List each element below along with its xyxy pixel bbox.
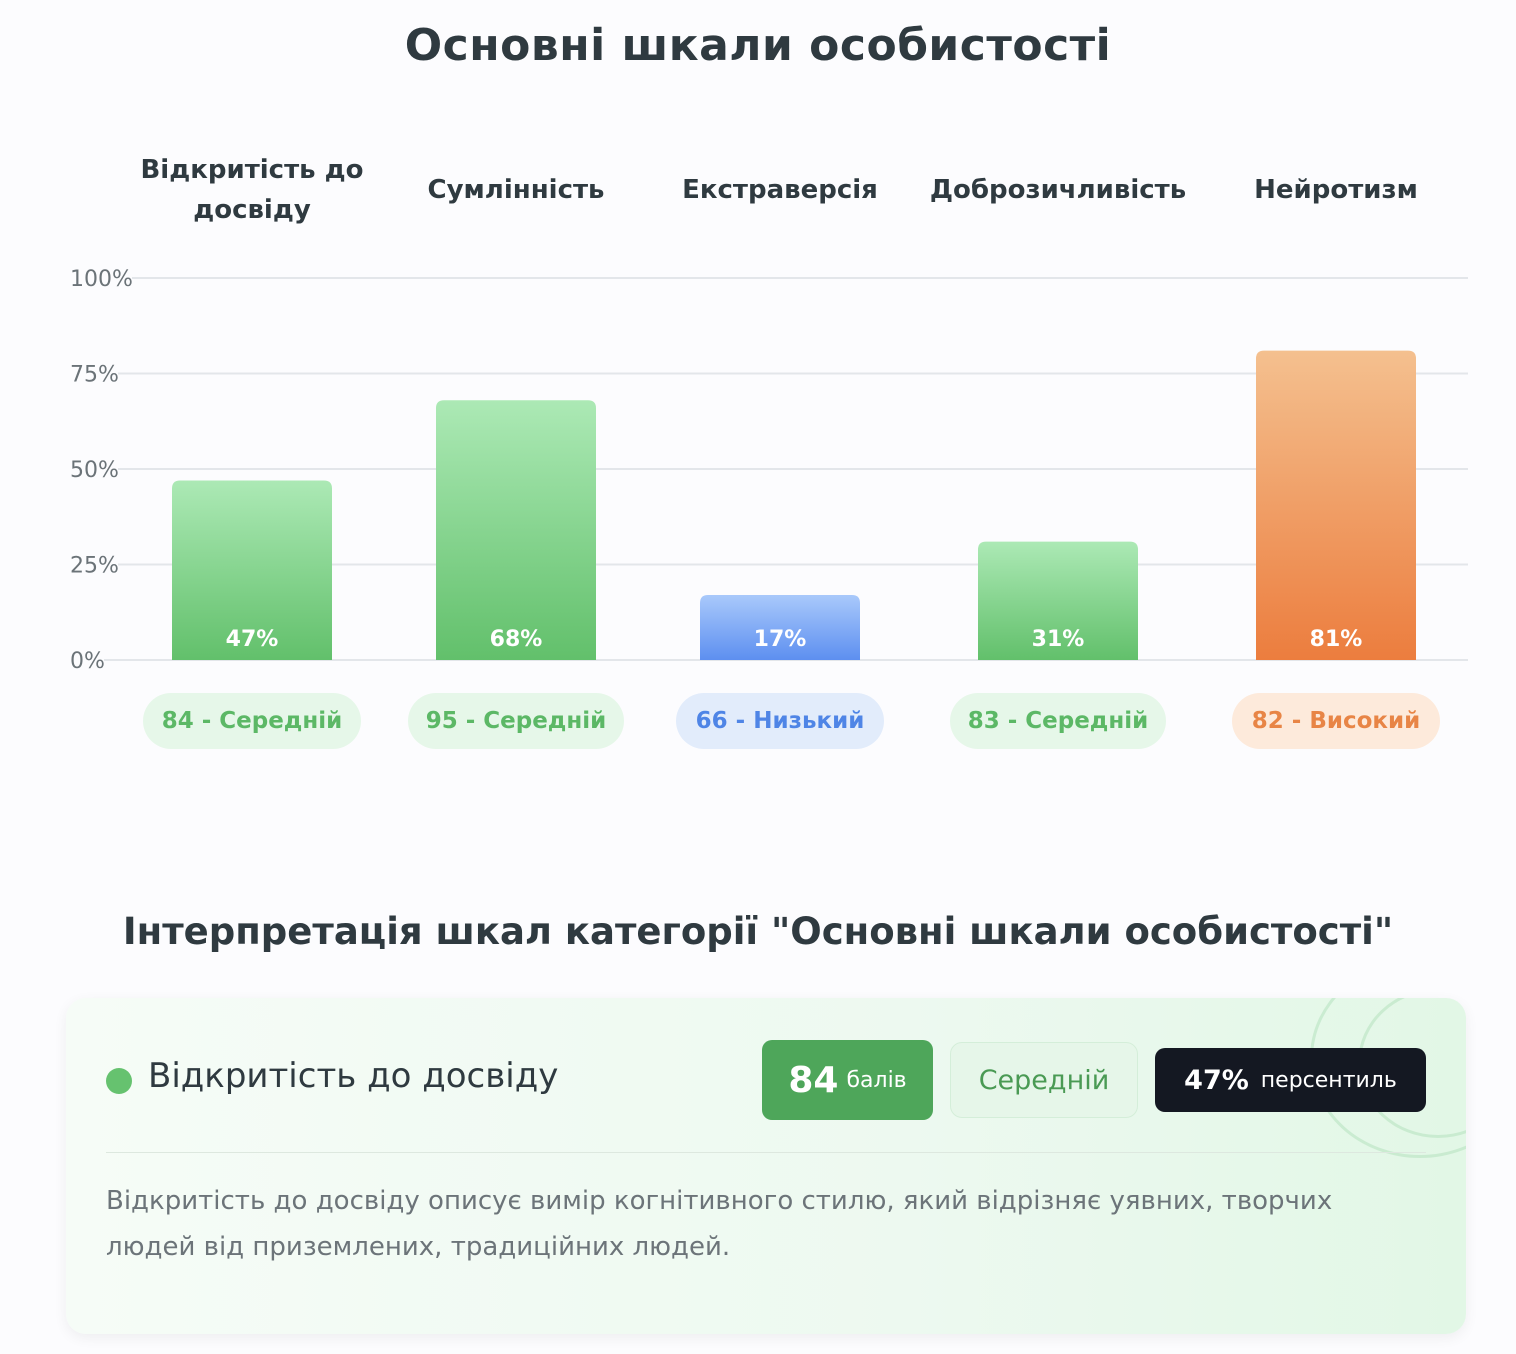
y-tick-label: 100% <box>70 267 133 292</box>
bar-value-label: 17% <box>754 627 807 652</box>
card-description: Відкритість до досвіду описує вимір когн… <box>106 1186 1333 1262</box>
category-label: Сумлінність <box>427 175 605 205</box>
bar-value-label: 81% <box>1310 627 1363 652</box>
page-title: Основні шкали особистості <box>404 20 1112 71</box>
chart-grid: 0% 25% 50% 75% 100% <box>70 267 1468 674</box>
category-label: Екстраверсія <box>682 175 878 205</box>
percentile-value: 47% <box>1184 1064 1249 1096</box>
score-pill: 84 - Середній <box>143 693 361 749</box>
section-title: Інтерпретація шкал категорії "Основні шк… <box>122 910 1394 953</box>
status-dot-icon <box>106 1068 132 1094</box>
y-tick-label: 75% <box>70 363 119 388</box>
y-tick-label: 0% <box>70 649 105 674</box>
score-pill: 82 - Високий <box>1232 693 1440 749</box>
bar <box>436 400 596 660</box>
bar-chart: 0% 25% 50% 75% 100% 47% 68% 17% 31% 81% <box>70 267 1468 674</box>
bar-value-label: 68% <box>490 627 543 652</box>
bar-value-label: 47% <box>226 627 279 652</box>
bar <box>978 541 1138 660</box>
y-tick-label: 25% <box>70 554 119 579</box>
score-value: 84 <box>788 1059 839 1101</box>
percentile-badge: 47% персентиль <box>1155 1048 1426 1112</box>
bar <box>700 595 860 660</box>
category-label: Відкритість до досвіду <box>140 155 364 225</box>
category-label: Доброзичливість <box>929 175 1187 205</box>
score-pill: 66 - Низький <box>676 693 884 749</box>
scale-card-openness: Відкритість до досвіду 84 балів Середній… <box>66 998 1466 1334</box>
bar <box>172 480 332 660</box>
score-pill: 83 - Середній <box>950 693 1166 749</box>
chart-bars: 47% 68% 17% 31% 81% <box>172 350 1416 660</box>
card-title: Відкритість до досвіду <box>148 1056 559 1096</box>
divider <box>106 1152 1426 1153</box>
level-badge: Середній <box>950 1042 1138 1118</box>
y-tick-label: 50% <box>70 458 119 483</box>
category-label: Нейротизм <box>1254 175 1418 205</box>
score-pill: 95 - Середній <box>408 693 624 749</box>
percentile-unit: персентиль <box>1260 1067 1397 1093</box>
bar-value-label: 31% <box>1032 627 1085 652</box>
score-unit: балів <box>846 1067 907 1093</box>
score-badge: 84 балів <box>762 1040 933 1120</box>
bar <box>1256 350 1416 660</box>
